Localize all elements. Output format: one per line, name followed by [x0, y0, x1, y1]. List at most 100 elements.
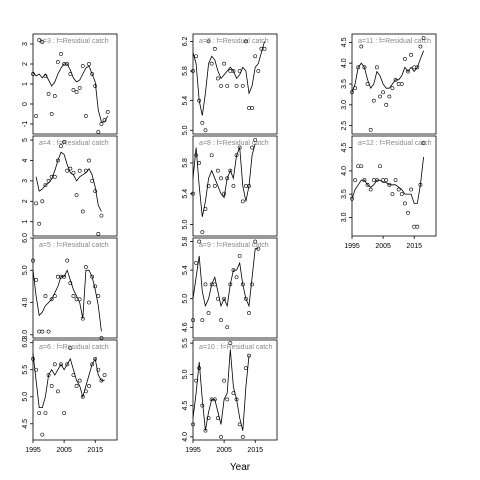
y-tick-label: 6.0	[22, 233, 29, 243]
data-point	[359, 44, 364, 49]
data-point	[83, 389, 88, 394]
y-tick-label: 5	[22, 138, 29, 142]
data-point	[71, 373, 76, 378]
data-point	[212, 184, 217, 188]
data-point	[247, 106, 251, 110]
data-point	[374, 178, 379, 183]
data-point	[93, 84, 98, 88]
data-point	[350, 196, 354, 201]
data-point	[225, 325, 230, 330]
panel: a=4 : f=Residual catch 1 2 3 4 5	[22, 135, 118, 237]
data-point	[194, 54, 199, 59]
data-point	[237, 69, 242, 73]
y-tick-label: 4.5	[182, 401, 189, 411]
data-point	[240, 83, 245, 88]
data-point	[40, 329, 45, 334]
data-point	[68, 281, 73, 286]
data-point	[93, 357, 98, 361]
data-point	[381, 178, 386, 183]
data-point	[237, 422, 242, 427]
data-point	[234, 83, 239, 88]
fit-line	[192, 248, 259, 308]
data-point	[240, 434, 245, 439]
data-point	[96, 130, 101, 134]
data-point	[99, 378, 104, 383]
data-point	[43, 183, 48, 187]
data-point	[215, 296, 220, 301]
panel-title: a=5 : f=Residual catch	[39, 242, 109, 249]
data-point	[191, 191, 195, 196]
data-point	[253, 54, 258, 59]
data-point	[219, 176, 223, 181]
panel-title: a=8 : f=Residual catch	[199, 140, 269, 147]
data-point	[402, 57, 407, 61]
data-point	[87, 300, 91, 305]
fit-line	[192, 41, 265, 116]
y-tick-label: 3.0	[341, 100, 348, 110]
data-point	[359, 164, 364, 169]
data-point	[80, 316, 85, 321]
data-point	[46, 178, 51, 183]
data-point	[399, 82, 404, 86]
panel-frame	[351, 33, 437, 135]
data-point	[90, 274, 95, 279]
y-tick-label: 3	[22, 42, 29, 46]
fit-line	[32, 353, 105, 409]
data-point	[200, 120, 205, 125]
data-point	[206, 39, 211, 44]
fit-line	[192, 143, 256, 217]
x-axis-label: Year	[230, 462, 251, 473]
panel-title: a=12 : f=Residual catch	[358, 140, 432, 147]
y-tick-label: 4.6	[182, 322, 189, 332]
data-point	[87, 158, 91, 163]
data-point	[234, 153, 239, 158]
panel-frame	[32, 237, 118, 339]
y-tick-label: 2	[22, 62, 29, 66]
y-tick-label: 4.0	[22, 298, 29, 308]
data-point	[77, 378, 82, 383]
data-point	[49, 384, 54, 388]
data-point	[250, 106, 255, 110]
data-point	[191, 422, 195, 427]
data-point	[71, 170, 76, 175]
data-point	[43, 411, 48, 415]
data-point	[46, 373, 51, 378]
data-point	[31, 357, 35, 361]
data-point	[393, 77, 398, 82]
data-point	[240, 199, 245, 204]
data-point	[247, 353, 251, 358]
panel: a=6 : f=Residual catch 4.5 5.0 5.5 6.0 1995 20…	[22, 338, 118, 454]
data-point	[49, 112, 54, 116]
data-point	[31, 72, 35, 76]
data-point	[74, 297, 79, 302]
y-tick-label: 5.0	[22, 265, 29, 275]
data-point	[203, 428, 208, 433]
data-point	[219, 434, 223, 439]
data-point	[222, 61, 227, 66]
data-point	[390, 86, 395, 91]
data-point	[387, 94, 392, 99]
data-point	[40, 432, 45, 437]
data-point	[209, 61, 214, 66]
y-tick-label: 4	[22, 158, 29, 162]
data-point	[381, 90, 386, 95]
data-point	[237, 145, 242, 150]
panel-title: a=9 : f=Residual catch	[199, 242, 269, 249]
panel-title: a=6 : f=Residual catch	[39, 344, 109, 351]
y-tick-label: 4.5	[341, 143, 348, 153]
y-tick-label: 4.0	[341, 166, 348, 176]
panel-frame	[192, 339, 278, 441]
data-point	[356, 164, 361, 169]
data-point	[200, 403, 205, 408]
x-tick-label: 2015	[247, 447, 263, 454]
panel-frame	[192, 237, 278, 339]
data-point	[350, 90, 354, 95]
x-tick-label: 2005	[56, 447, 72, 454]
data-point	[256, 246, 261, 251]
data-point	[34, 367, 39, 372]
data-point	[68, 346, 73, 351]
data-point	[421, 36, 426, 41]
data-point	[200, 318, 205, 323]
data-point	[96, 232, 101, 236]
data-point	[191, 318, 195, 323]
